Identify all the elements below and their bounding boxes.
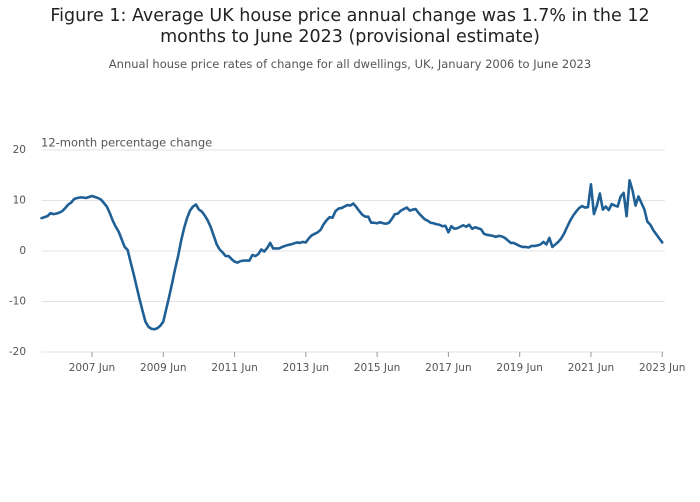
x-tick-label: 2007 Jun	[69, 362, 115, 374]
y-tick-label: 0	[19, 245, 26, 257]
x-tick-label: 2021 Jun	[568, 362, 614, 374]
chart-subtitle: Annual house price rates of change for a…	[108, 57, 592, 71]
y-tick-label: 10	[13, 195, 26, 207]
y-tick-label: -20	[9, 346, 26, 358]
x-tick-label: 2017 Jun	[425, 362, 471, 374]
y-tick-label: -10	[9, 296, 26, 308]
x-tick-label: 2019 Jun	[496, 362, 542, 374]
x-tick-label: 2013 Jun	[283, 362, 329, 374]
line-series	[40, 179, 664, 331]
x-tick-label: 2023 Jun	[639, 362, 685, 374]
x-tick-label: 2009 Jun	[140, 362, 186, 374]
chart-title: Figure 1: Average UK house price annual …	[50, 6, 650, 47]
x-tick-label: 2011 Jun	[211, 362, 257, 374]
y-axis-label: 12-month percentage change	[41, 136, 212, 150]
x-tick-label: 2015 Jun	[354, 362, 400, 374]
y-tick-label: 20	[13, 144, 26, 156]
